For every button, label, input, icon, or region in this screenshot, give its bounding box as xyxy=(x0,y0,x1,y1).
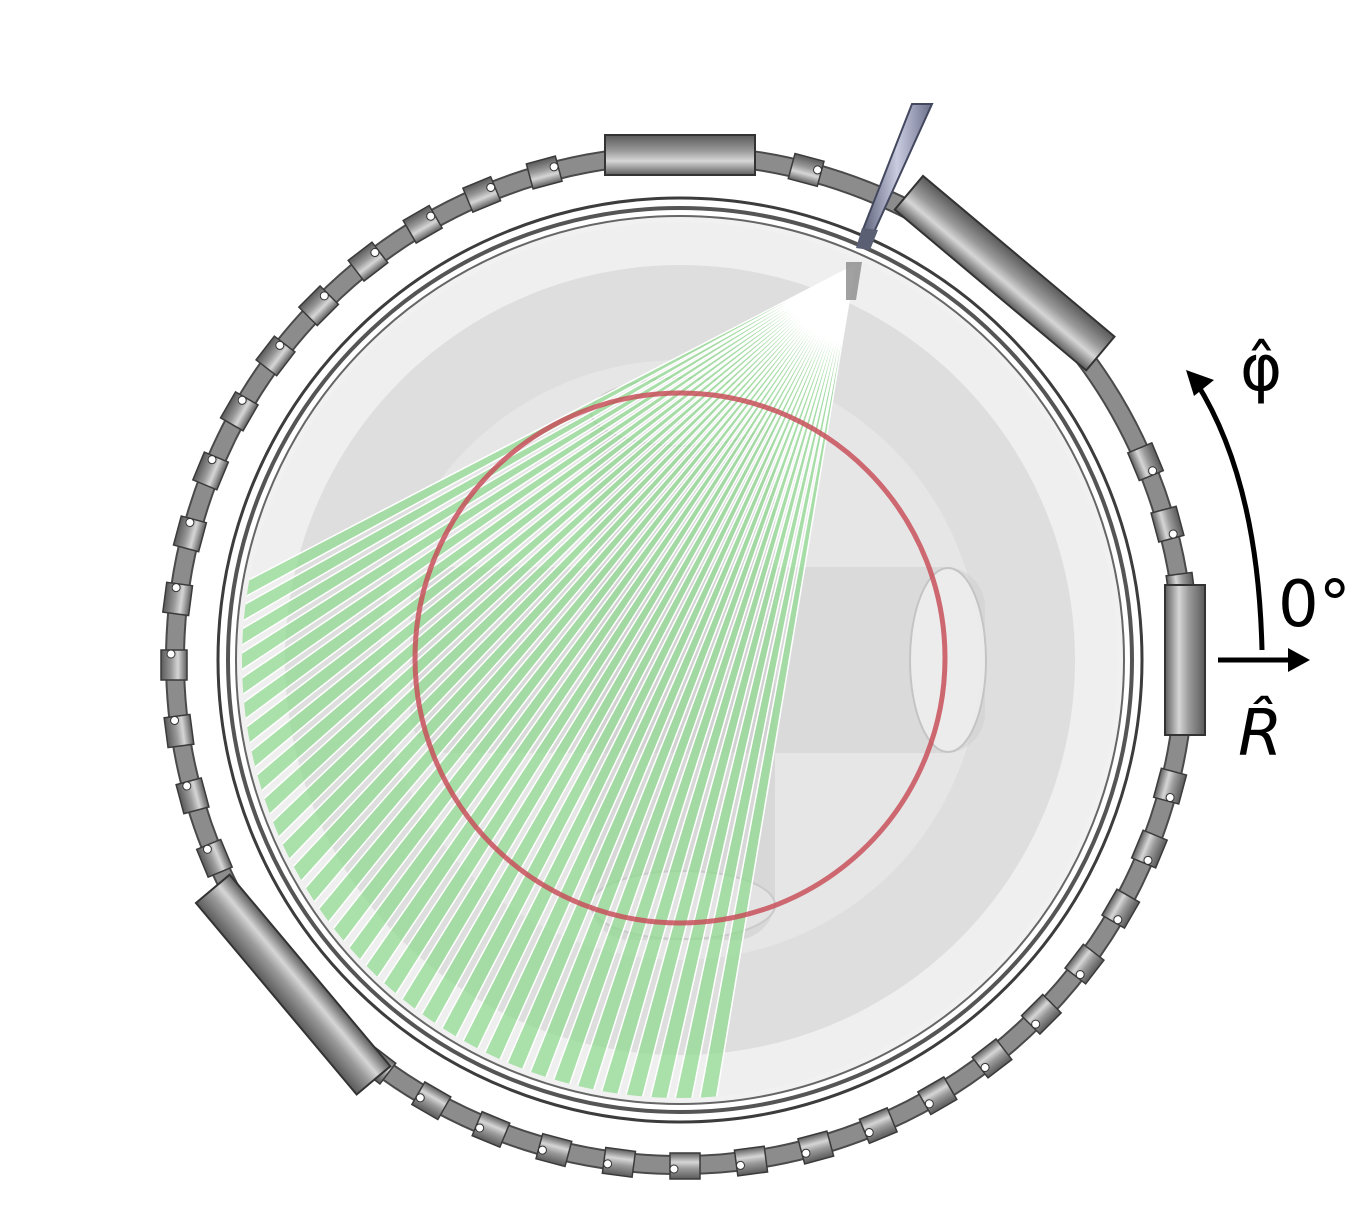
ring-bracket xyxy=(172,515,208,553)
ring-bracket xyxy=(858,1106,899,1145)
ring-bracket xyxy=(255,335,297,377)
small-brackets xyxy=(160,152,1197,1180)
phi-arrow xyxy=(1193,380,1265,651)
ray xyxy=(403,264,856,1098)
port-bracket xyxy=(194,873,392,1096)
ring-bracket xyxy=(1152,767,1188,805)
ray xyxy=(242,264,856,817)
ray xyxy=(242,264,856,1047)
phi-label: φ̂ xyxy=(1240,332,1282,406)
port-bracket xyxy=(893,174,1116,372)
ray xyxy=(480,264,856,1098)
ring-bracket xyxy=(971,1037,1013,1079)
ray xyxy=(643,264,856,1098)
ray xyxy=(242,264,856,886)
ring-bracket xyxy=(1126,441,1165,482)
ring-bracket xyxy=(601,1146,637,1179)
ring-bracket xyxy=(535,1132,573,1168)
ray xyxy=(671,264,856,1098)
ray xyxy=(507,264,856,1098)
ring-bracket xyxy=(163,713,195,749)
ray xyxy=(615,264,856,1098)
ring-bracket xyxy=(410,1080,452,1121)
phi-arrow-head xyxy=(1186,370,1214,396)
ring-bracket xyxy=(191,451,230,491)
support-ring xyxy=(160,134,1206,1180)
port-bracket xyxy=(1164,584,1206,736)
diagnostic-probe xyxy=(846,103,934,300)
ring-bracket xyxy=(461,175,502,214)
ray xyxy=(560,264,856,1098)
ring-bracket xyxy=(733,1145,769,1177)
ray xyxy=(304,264,856,1098)
ring-bracket xyxy=(1130,829,1169,869)
ring-bracket xyxy=(1063,943,1105,985)
ray xyxy=(242,264,856,951)
port-bracket xyxy=(604,134,756,176)
ray xyxy=(242,264,856,744)
ring-bracket xyxy=(219,390,260,432)
red-flux-ring xyxy=(412,390,948,926)
ray xyxy=(428,264,856,1098)
ray xyxy=(588,264,856,1098)
ring-bracket xyxy=(787,152,825,188)
ray xyxy=(242,264,856,930)
r-label: R̂ xyxy=(1238,694,1282,771)
ray xyxy=(242,264,856,991)
ring-bracket xyxy=(160,649,188,681)
ray-fan xyxy=(242,264,856,1098)
angle-label: 0° xyxy=(1278,568,1351,642)
ring-bracket xyxy=(916,1075,958,1116)
ray xyxy=(533,264,856,1098)
r-arrow-head xyxy=(1288,648,1310,672)
ring-bracket xyxy=(195,838,234,879)
ray xyxy=(454,264,856,1098)
ring-bracket xyxy=(797,1130,835,1165)
ring-bracket xyxy=(669,1152,701,1180)
ring-bracket xyxy=(297,284,340,327)
ray xyxy=(242,264,856,769)
ring-bracket xyxy=(1150,505,1185,543)
ring-bracket xyxy=(347,241,389,283)
ring-bracket xyxy=(402,204,444,245)
ray xyxy=(353,264,856,1098)
large-brackets xyxy=(194,134,1206,1096)
ray xyxy=(242,264,856,908)
ring-bracket xyxy=(161,581,194,617)
ring-bracket xyxy=(525,155,563,190)
ring-bracket xyxy=(471,1110,511,1149)
ray xyxy=(242,264,856,971)
ring-bracket xyxy=(175,777,210,815)
vessel-interior xyxy=(242,222,1118,1098)
ring-bracket xyxy=(1100,888,1141,930)
ray xyxy=(377,264,856,1098)
ring-bracket xyxy=(1020,993,1063,1036)
coordinate-annotations: φ̂ 0° R̂ xyxy=(1186,332,1351,771)
ray xyxy=(242,264,856,1029)
ray xyxy=(242,264,856,1010)
ray xyxy=(328,264,856,1098)
